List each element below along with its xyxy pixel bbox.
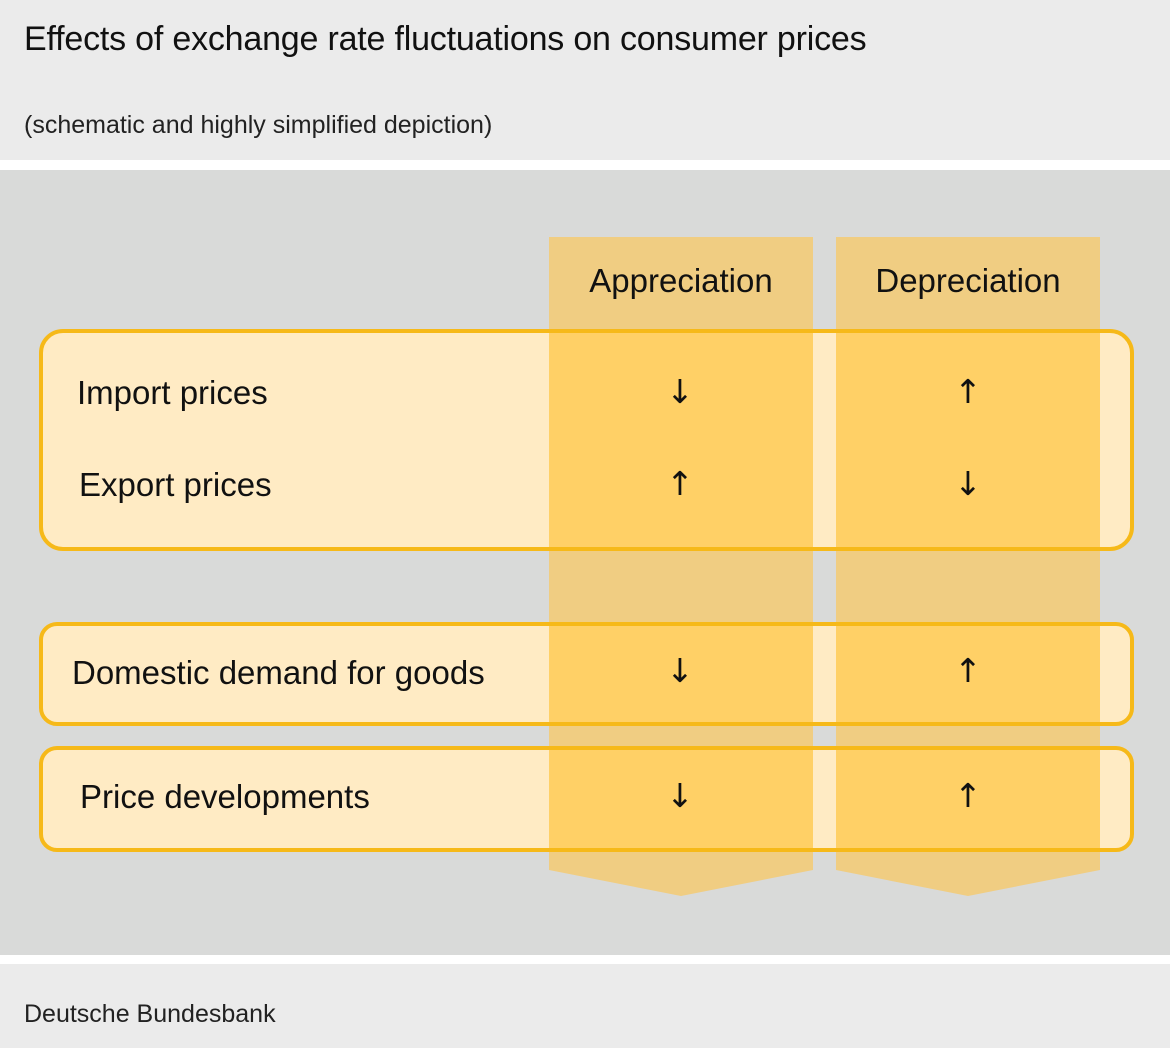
column-header-appreciation: Appreciation [589,262,773,299]
overlap-cell [549,626,813,722]
row-label-import-prices: Import prices [77,374,268,411]
source-label: Deutsche Bundesbank [24,1000,276,1028]
arrow-down-icon: ↓ [954,464,982,503]
overlap-cell [836,626,1100,722]
arrow-down-icon: ↓ [666,776,694,815]
arrow-down-icon: ↓ [666,651,694,690]
arrow-up-icon: ↑ [954,372,982,411]
arrow-down-icon: ↓ [666,372,694,411]
arrow-up-icon: ↑ [954,651,982,690]
diagram-title: Effects of exchange rate fluctuations on… [24,20,867,58]
demand-box-border [39,622,1134,726]
footer-band [0,964,1170,1048]
overlap-cell [836,333,1100,547]
column-header-depreciation: Depreciation [875,262,1061,299]
arrow-up-icon: ↑ [666,464,694,503]
diagram-graphic [39,237,1134,896]
price-developments-box-border [39,746,1134,852]
header-band [0,0,1170,160]
overlap-cell [549,750,813,848]
overlap-cell [836,750,1100,848]
prices-box-border [39,329,1134,551]
row-label-domestic-demand: Domestic demand for goods [72,654,485,691]
diagram-subtitle: (schematic and highly simplified depicti… [24,111,493,139]
arrow-up-icon: ↑ [954,776,982,815]
row-label-price-developments: Price developments [80,778,370,815]
row-label-export-prices: Export prices [79,466,272,503]
overlap-cell [549,333,813,547]
